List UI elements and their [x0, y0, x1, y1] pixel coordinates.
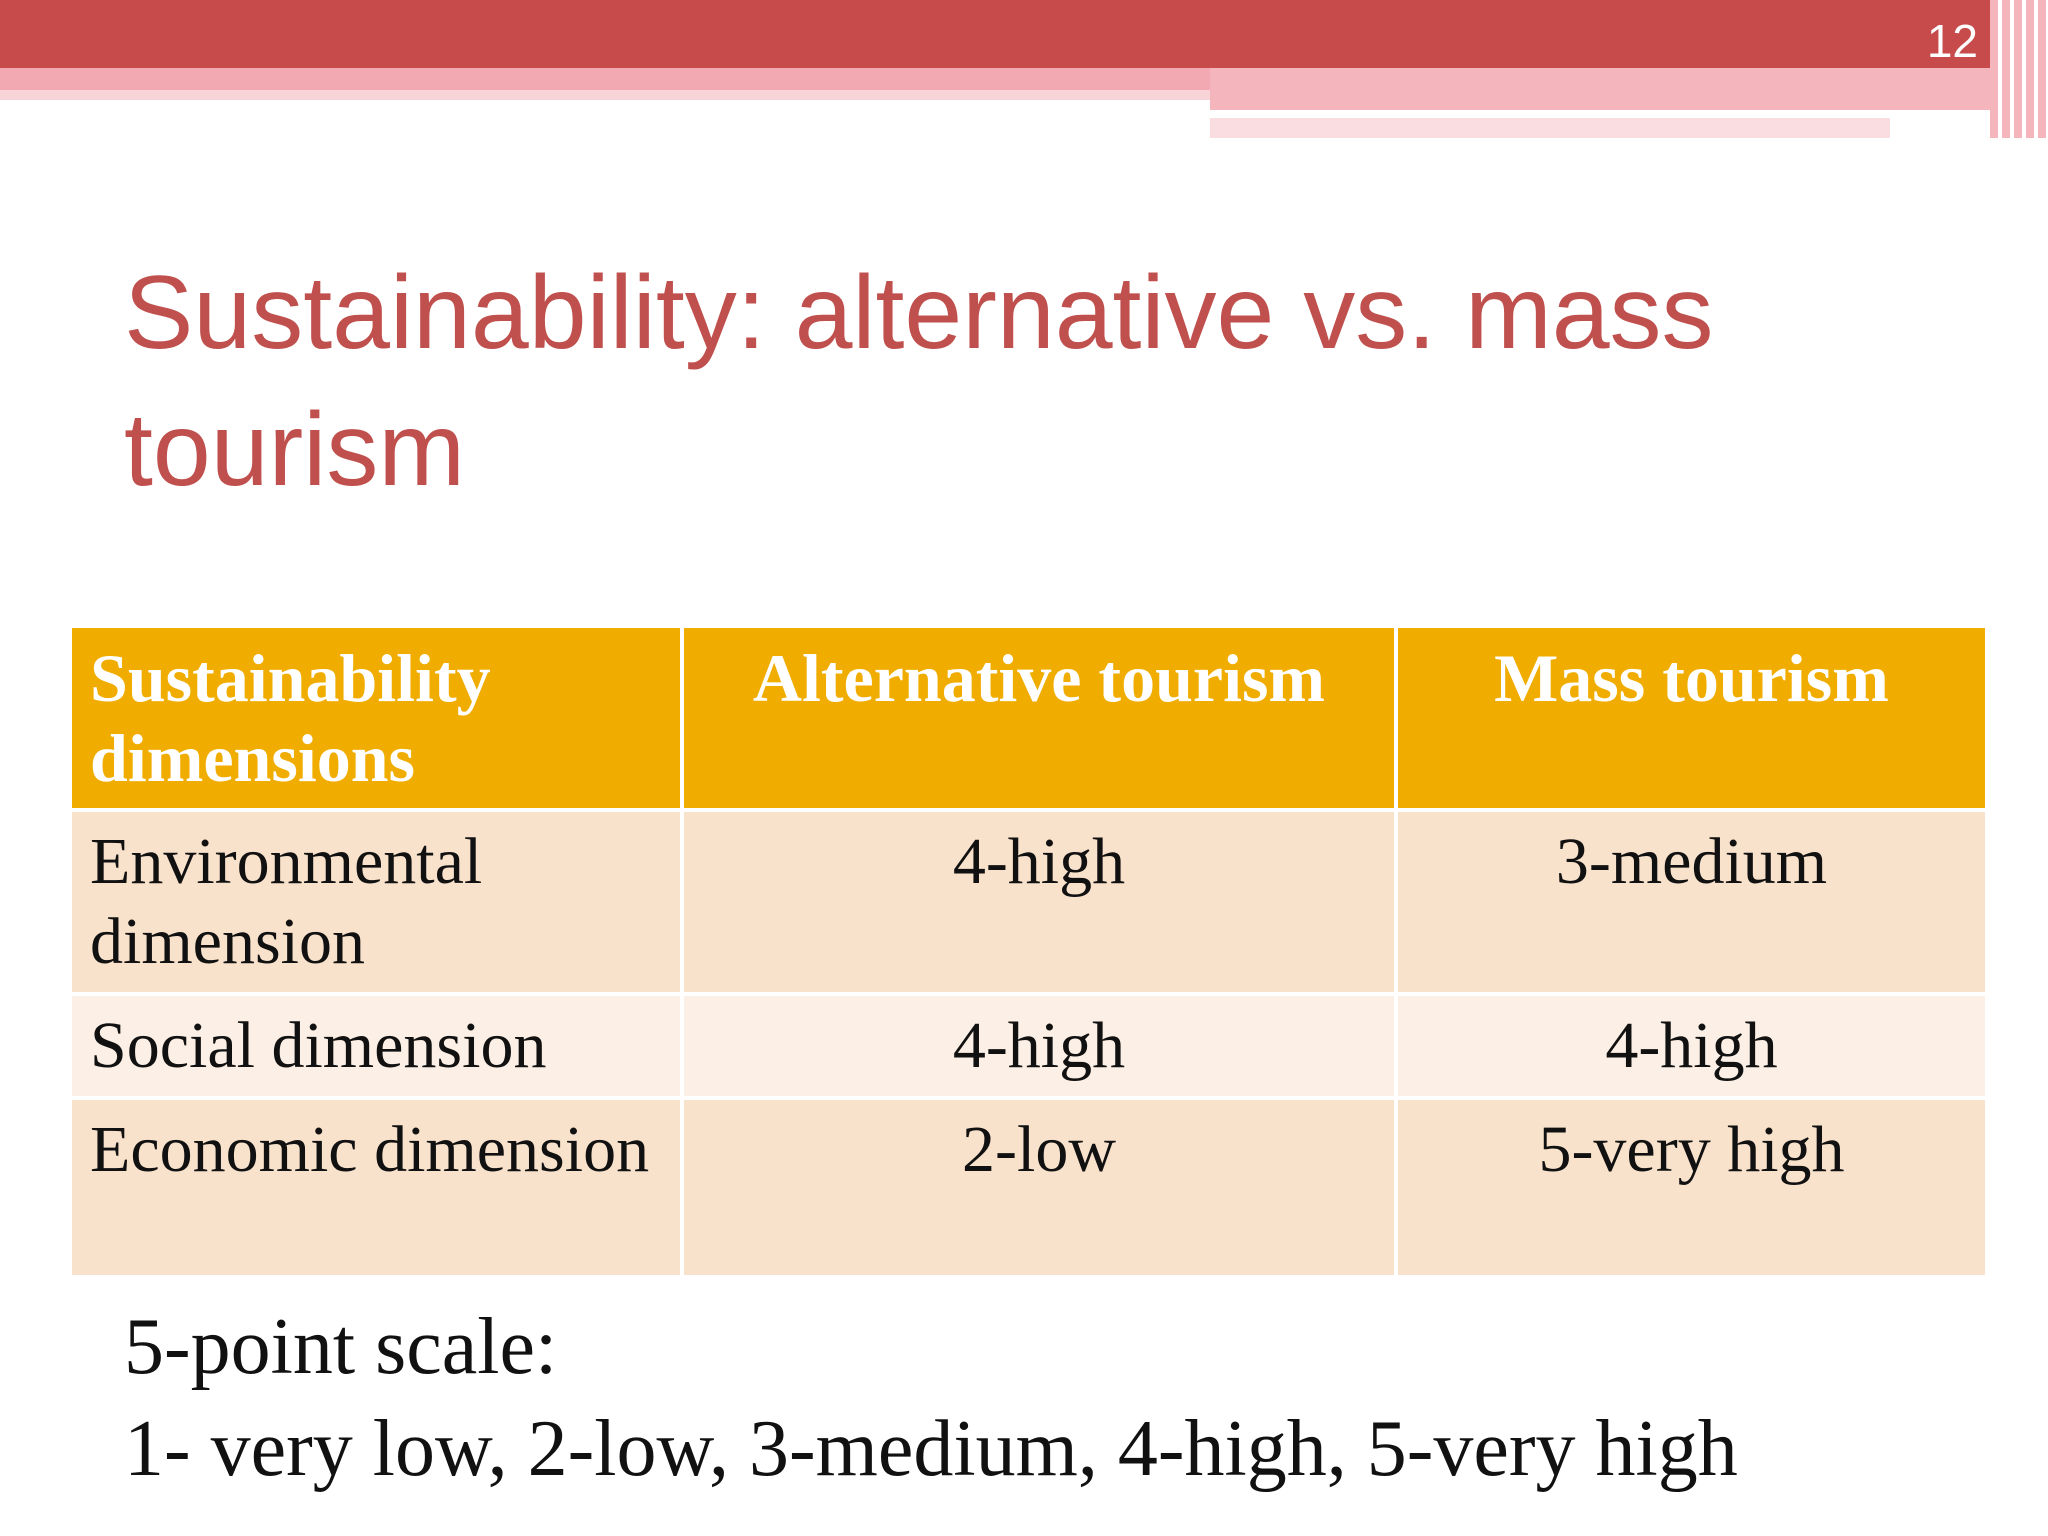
- cell: 4-high: [680, 992, 1398, 1100]
- cell: Social dimension: [68, 992, 684, 1100]
- cell: 2-low: [680, 1096, 1398, 1279]
- cell: Environmental dimension: [68, 808, 684, 996]
- header-row: Sustainability dimensions Alternative to…: [68, 624, 1989, 812]
- slide-number: 12: [1926, 15, 1978, 67]
- table-row: Environmental dimension 4-high 3-medium: [68, 808, 1989, 996]
- slide-title: Sustainability: alternative vs. mass tou…: [124, 255, 1714, 508]
- comparison-table: Sustainability dimensions Alternative to…: [68, 624, 1989, 1279]
- table-row: Social dimension 4-high 4-high: [68, 992, 1989, 1100]
- stripe: [1210, 68, 2010, 110]
- cell: 3-medium: [1394, 808, 1989, 996]
- stripe: [0, 68, 1210, 90]
- table-row: Economic dimension 2-low 5-very high: [68, 1096, 1989, 1279]
- stripe: [1990, 0, 2048, 138]
- note-line: 1- very low, 2-low, 3-medium, 4-high, 5-…: [124, 1405, 1738, 1493]
- cell: 4-high: [680, 808, 1398, 996]
- header-cell: Sustainability dimensions: [68, 624, 684, 812]
- note-line: 5-point scale:: [124, 1303, 558, 1391]
- cell: 4-high: [1394, 992, 1989, 1100]
- top-bar: [0, 0, 2048, 68]
- header-cell: Mass tourism: [1394, 624, 1989, 812]
- cell: 5-very high: [1394, 1096, 1989, 1279]
- header-cell: Alternative tourism: [680, 624, 1398, 812]
- stripe: [0, 90, 1210, 100]
- stripe: [1210, 118, 1890, 138]
- cell: Economic dimension: [68, 1096, 684, 1279]
